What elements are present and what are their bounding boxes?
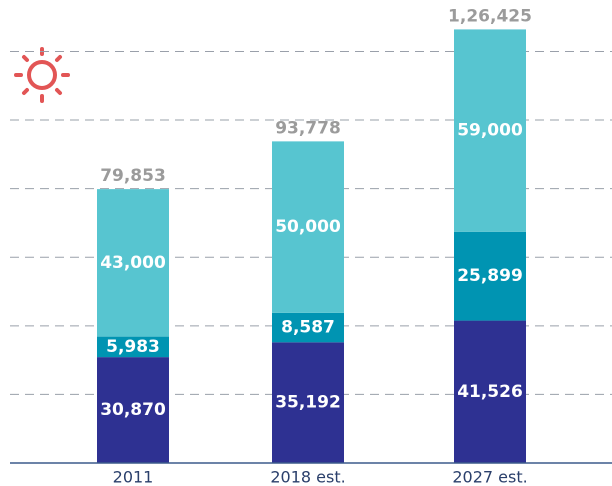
bar-segment — [97, 189, 169, 337]
bar-segment — [272, 342, 344, 463]
bar-segment — [454, 320, 526, 463]
segment-label: 59,000 — [457, 121, 523, 141]
bar-segment — [272, 141, 344, 313]
x-tick-label: 2018 est. — [270, 468, 345, 486]
segment-label: 35,192 — [275, 393, 341, 413]
sun-icon — [14, 47, 70, 103]
segment-label: 25,899 — [457, 266, 523, 286]
segment-label: 5,983 — [106, 337, 160, 357]
bar-segment — [97, 357, 169, 463]
total-label: 93,778 — [275, 118, 341, 138]
segment-label: 41,526 — [457, 382, 523, 402]
total-label: 1,26,425 — [448, 6, 532, 26]
segment-label: 50,000 — [275, 217, 341, 237]
segment-label: 30,870 — [100, 400, 166, 420]
bar-segment — [454, 29, 526, 232]
segment-label: 8,587 — [281, 318, 335, 338]
x-tick-label: 2027 est. — [452, 468, 527, 486]
bar-segment — [97, 336, 169, 358]
bar-segment — [272, 312, 344, 343]
x-tick-label: 2011 — [113, 468, 154, 486]
bar-segment — [454, 231, 526, 321]
total-label: 79,853 — [100, 166, 166, 186]
segment-label: 43,000 — [100, 253, 166, 273]
